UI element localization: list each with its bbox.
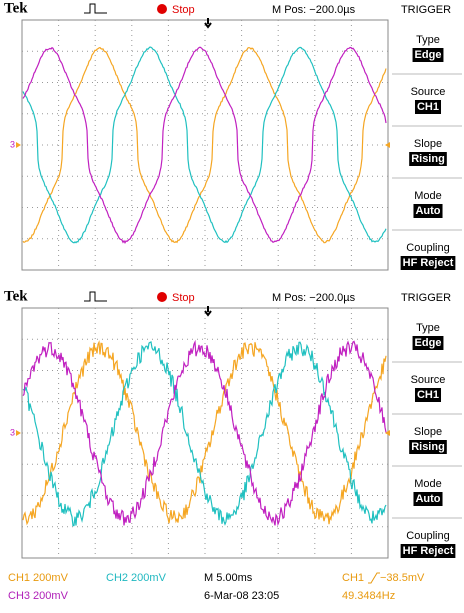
ch2-setting: CH2 200mV <box>106 572 167 584</box>
menu-label: Type <box>416 322 440 334</box>
menu-label: Source <box>411 86 446 98</box>
menu-value: Edge <box>415 337 442 349</box>
menu-label: Coupling <box>406 242 449 254</box>
horizontal-position: M Pos: −200.0µs <box>272 4 356 16</box>
menu-title: TRIGGER <box>401 4 451 16</box>
stop-indicator <box>157 292 167 302</box>
menu-label: Coupling <box>406 530 449 542</box>
menu-label: Mode <box>414 190 442 202</box>
menu-value: CH1 <box>417 101 439 113</box>
menu-value: Rising <box>411 441 445 453</box>
menu-value: HF Reject <box>403 257 454 269</box>
stop-indicator <box>157 4 167 14</box>
menu-value: Edge <box>415 49 442 61</box>
acquisition-state: Stop <box>172 4 195 16</box>
oscilloscope-screenshot: CH1 200mV CH1 −38.5mV 49.3484Hz CH2 200m… <box>0 0 464 608</box>
channel-marker: 3 <box>10 139 15 149</box>
menu-title: TRIGGER <box>401 292 451 304</box>
menu-label: Slope <box>414 138 442 150</box>
horizontal-position: M Pos: −200.0µs <box>272 292 356 304</box>
menu-label: Type <box>416 34 440 46</box>
channel-marker: 3 <box>10 427 15 437</box>
menu-value: Auto <box>415 205 440 217</box>
timebase: M 5.00ms <box>204 572 253 584</box>
date: 6-Mar-08 23:05 <box>204 590 279 602</box>
frequency: 49.3484Hz <box>342 590 395 602</box>
menu-label: Mode <box>414 478 442 490</box>
brand: Tek <box>4 0 28 16</box>
acquisition-state: Stop <box>172 292 195 304</box>
ch1-setting: CH1 200mV <box>8 572 69 584</box>
ch3-setting: CH3 200mV <box>8 590 69 602</box>
menu-value: CH1 <box>417 389 439 401</box>
menu-label: Source <box>411 374 446 386</box>
trigger-level: −38.5mV <box>380 572 425 584</box>
menu-value: Auto <box>415 493 440 505</box>
trigger-source: CH1 <box>342 572 364 584</box>
menu-label: Slope <box>414 426 442 438</box>
menu-value: HF Reject <box>403 545 454 557</box>
menu-value: Rising <box>411 153 445 165</box>
brand: Tek <box>4 288 28 304</box>
